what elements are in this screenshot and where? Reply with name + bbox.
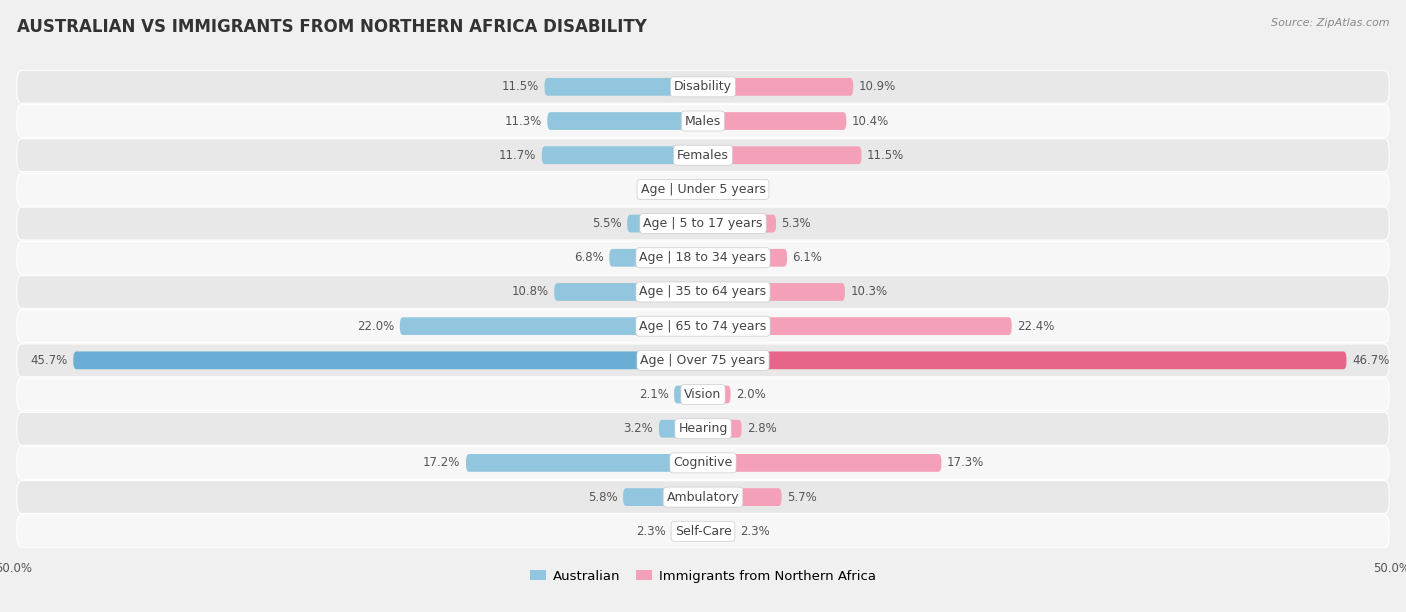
Text: 6.8%: 6.8% — [574, 252, 603, 264]
Text: 10.4%: 10.4% — [852, 114, 889, 127]
FancyBboxPatch shape — [465, 454, 703, 472]
Text: 11.5%: 11.5% — [868, 149, 904, 162]
Text: Vision: Vision — [685, 388, 721, 401]
Text: Ambulatory: Ambulatory — [666, 491, 740, 504]
FancyBboxPatch shape — [609, 249, 703, 267]
FancyBboxPatch shape — [623, 488, 703, 506]
FancyBboxPatch shape — [703, 317, 1012, 335]
FancyBboxPatch shape — [17, 480, 1389, 513]
FancyBboxPatch shape — [17, 447, 1389, 479]
FancyBboxPatch shape — [541, 146, 703, 164]
FancyBboxPatch shape — [659, 420, 703, 438]
Text: Age | 65 to 74 years: Age | 65 to 74 years — [640, 319, 766, 333]
Text: 10.9%: 10.9% — [859, 80, 896, 94]
FancyBboxPatch shape — [703, 146, 862, 164]
Text: 2.3%: 2.3% — [740, 524, 770, 538]
Text: Disability: Disability — [673, 80, 733, 94]
FancyBboxPatch shape — [17, 378, 1389, 411]
Text: AUSTRALIAN VS IMMIGRANTS FROM NORTHERN AFRICA DISABILITY: AUSTRALIAN VS IMMIGRANTS FROM NORTHERN A… — [17, 18, 647, 36]
FancyBboxPatch shape — [703, 488, 782, 506]
Text: 11.3%: 11.3% — [505, 114, 541, 127]
FancyBboxPatch shape — [17, 344, 1389, 377]
Text: 5.7%: 5.7% — [787, 491, 817, 504]
Text: 22.0%: 22.0% — [357, 319, 394, 333]
FancyBboxPatch shape — [17, 310, 1389, 343]
Text: 11.7%: 11.7% — [499, 149, 536, 162]
FancyBboxPatch shape — [17, 207, 1389, 240]
FancyBboxPatch shape — [703, 181, 720, 198]
FancyBboxPatch shape — [703, 351, 1347, 369]
Text: 11.5%: 11.5% — [502, 80, 538, 94]
FancyBboxPatch shape — [17, 275, 1389, 308]
Text: Self-Care: Self-Care — [675, 524, 731, 538]
FancyBboxPatch shape — [554, 283, 703, 301]
FancyBboxPatch shape — [683, 181, 703, 198]
Legend: Australian, Immigrants from Northern Africa: Australian, Immigrants from Northern Afr… — [530, 570, 876, 583]
Text: 22.4%: 22.4% — [1017, 319, 1054, 333]
FancyBboxPatch shape — [17, 173, 1389, 206]
Text: 17.2%: 17.2% — [423, 457, 461, 469]
Text: 6.1%: 6.1% — [793, 252, 823, 264]
Text: 5.3%: 5.3% — [782, 217, 811, 230]
Text: Females: Females — [678, 149, 728, 162]
Text: Age | Over 75 years: Age | Over 75 years — [641, 354, 765, 367]
FancyBboxPatch shape — [17, 70, 1389, 103]
FancyBboxPatch shape — [547, 112, 703, 130]
Text: Cognitive: Cognitive — [673, 457, 733, 469]
Text: Age | Under 5 years: Age | Under 5 years — [641, 183, 765, 196]
Text: Age | 35 to 64 years: Age | 35 to 64 years — [640, 285, 766, 299]
FancyBboxPatch shape — [703, 523, 735, 540]
FancyBboxPatch shape — [627, 215, 703, 233]
Text: 10.3%: 10.3% — [851, 285, 887, 299]
FancyBboxPatch shape — [17, 139, 1389, 171]
FancyBboxPatch shape — [703, 386, 731, 403]
FancyBboxPatch shape — [703, 112, 846, 130]
Text: Age | 18 to 34 years: Age | 18 to 34 years — [640, 252, 766, 264]
FancyBboxPatch shape — [703, 249, 787, 267]
FancyBboxPatch shape — [17, 515, 1389, 548]
FancyBboxPatch shape — [544, 78, 703, 95]
FancyBboxPatch shape — [671, 523, 703, 540]
Text: 3.2%: 3.2% — [624, 422, 654, 435]
Text: Source: ZipAtlas.com: Source: ZipAtlas.com — [1271, 18, 1389, 28]
Text: 2.0%: 2.0% — [737, 388, 766, 401]
Text: 45.7%: 45.7% — [31, 354, 67, 367]
Text: 1.2%: 1.2% — [725, 183, 755, 196]
FancyBboxPatch shape — [703, 215, 776, 233]
FancyBboxPatch shape — [703, 78, 853, 95]
Text: 2.8%: 2.8% — [747, 422, 778, 435]
Text: 46.7%: 46.7% — [1353, 354, 1389, 367]
Text: 17.3%: 17.3% — [946, 457, 984, 469]
Text: 2.3%: 2.3% — [636, 524, 666, 538]
Text: Age | 5 to 17 years: Age | 5 to 17 years — [644, 217, 762, 230]
FancyBboxPatch shape — [17, 241, 1389, 274]
FancyBboxPatch shape — [703, 420, 741, 438]
FancyBboxPatch shape — [73, 351, 703, 369]
FancyBboxPatch shape — [399, 317, 703, 335]
Text: 10.8%: 10.8% — [512, 285, 548, 299]
Text: 5.5%: 5.5% — [592, 217, 621, 230]
FancyBboxPatch shape — [17, 412, 1389, 445]
FancyBboxPatch shape — [673, 386, 703, 403]
Text: 1.4%: 1.4% — [648, 183, 678, 196]
Text: 5.8%: 5.8% — [588, 491, 617, 504]
Text: Males: Males — [685, 114, 721, 127]
FancyBboxPatch shape — [17, 105, 1389, 138]
FancyBboxPatch shape — [703, 454, 942, 472]
Text: Hearing: Hearing — [678, 422, 728, 435]
Text: 2.1%: 2.1% — [638, 388, 669, 401]
FancyBboxPatch shape — [703, 283, 845, 301]
